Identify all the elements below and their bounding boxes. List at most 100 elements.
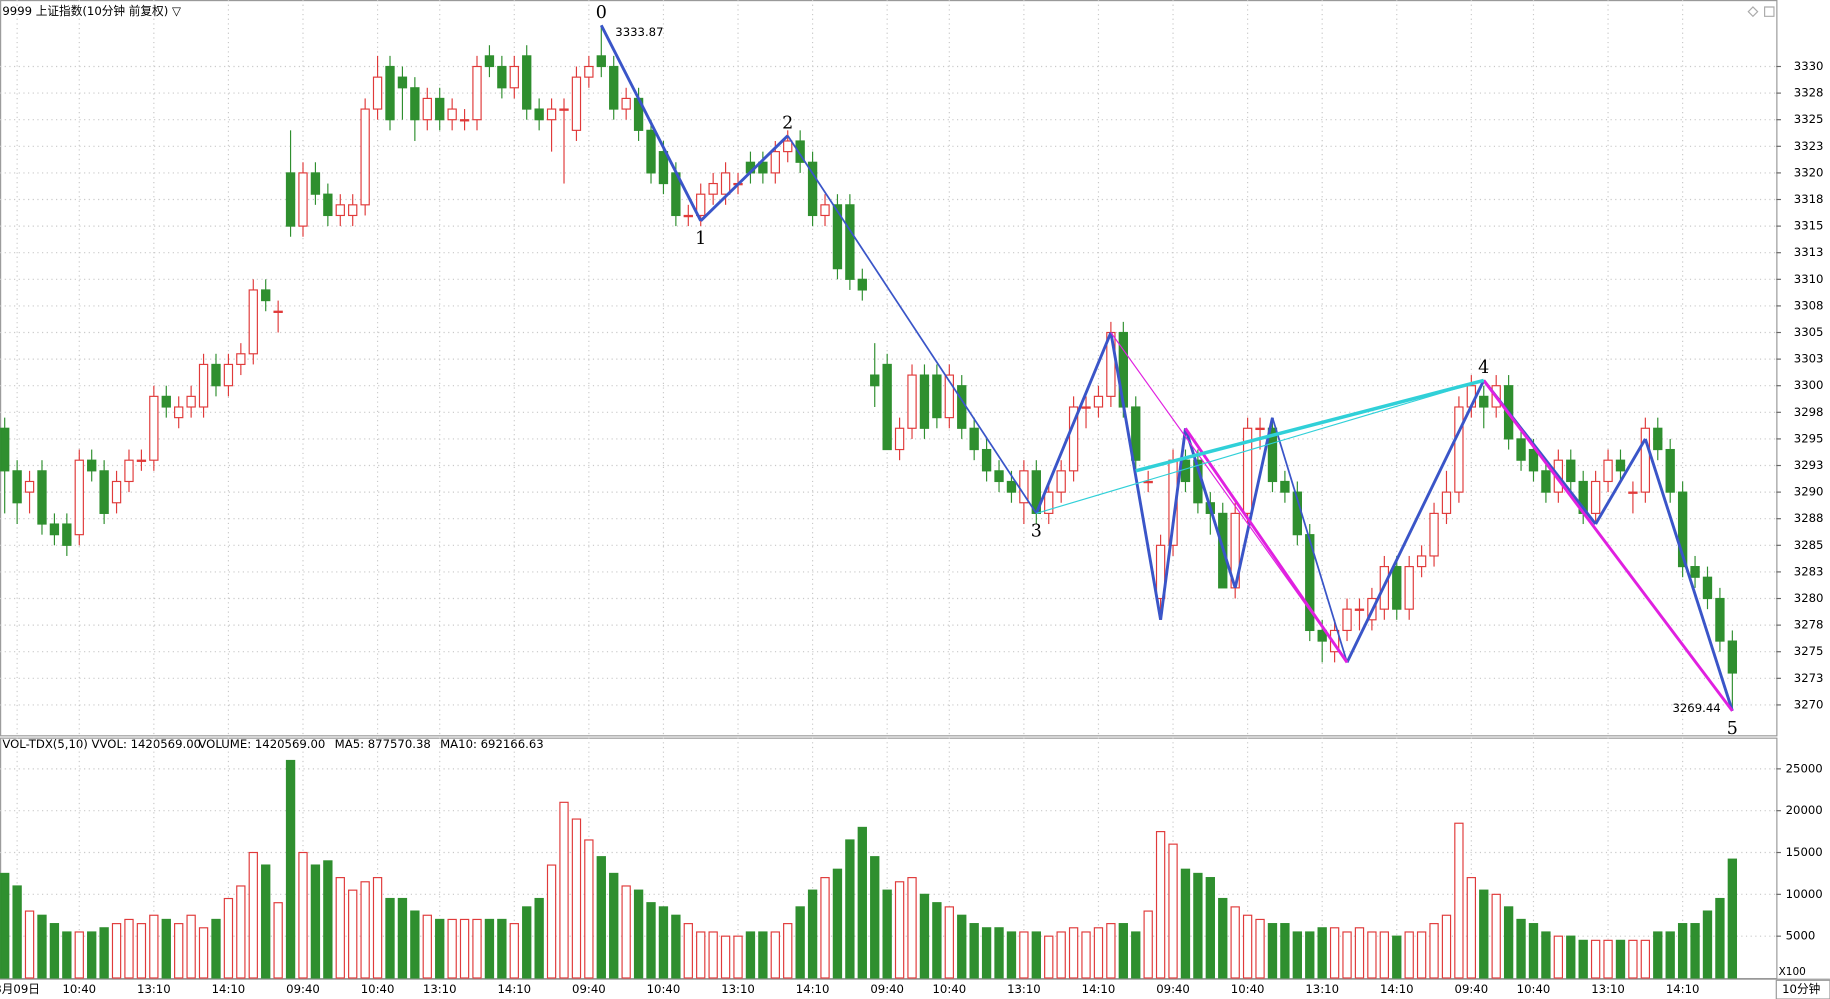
volume-bar bbox=[919, 893, 930, 979]
y-tick-label: 3273 bbox=[1794, 671, 1824, 685]
candle-body bbox=[0, 427, 10, 472]
candle-body bbox=[621, 97, 631, 110]
candle-body bbox=[1690, 566, 1700, 578]
y-tick-label: 5000 bbox=[1786, 929, 1816, 943]
candle-body bbox=[12, 470, 22, 504]
volume-bar bbox=[857, 826, 867, 979]
candle-body bbox=[410, 87, 420, 121]
volume-bar bbox=[783, 923, 793, 979]
volume-bar bbox=[1541, 931, 1551, 979]
y-tick-label: 3278 bbox=[1794, 618, 1824, 632]
volume-bar bbox=[472, 918, 482, 979]
volume-bar bbox=[1379, 931, 1389, 979]
period-label[interactable]: 10分钟 bbox=[1782, 982, 1820, 996]
volume-bar bbox=[0, 872, 10, 979]
volume-bar bbox=[459, 918, 470, 979]
volume-bar bbox=[348, 889, 358, 979]
candle-body bbox=[261, 289, 271, 302]
candle-body bbox=[758, 161, 768, 174]
y-tick-label: 3310 bbox=[1794, 272, 1824, 286]
candle-body bbox=[1677, 491, 1688, 568]
y-tick-label: 3280 bbox=[1794, 591, 1824, 605]
x-tick-label: 14:10 bbox=[1380, 982, 1414, 996]
candle-body bbox=[459, 119, 470, 122]
candle-body bbox=[149, 395, 159, 461]
volume-bar bbox=[1640, 939, 1651, 979]
volume-bar bbox=[1081, 931, 1091, 979]
candle-body bbox=[87, 459, 97, 472]
volume-bar bbox=[1466, 877, 1477, 979]
volume-bar bbox=[174, 923, 184, 979]
volume-bar bbox=[1665, 931, 1675, 979]
volume-bar bbox=[522, 906, 532, 979]
candle-body bbox=[174, 406, 184, 419]
candle-body bbox=[534, 108, 544, 121]
volume-bar bbox=[509, 923, 519, 979]
candle-body bbox=[1653, 427, 1663, 451]
volume-bar bbox=[1205, 877, 1215, 979]
candle-body bbox=[1454, 406, 1464, 493]
candle-body bbox=[1528, 448, 1539, 472]
volume-bar bbox=[621, 885, 631, 979]
low-price-label: 3269.44 bbox=[1672, 701, 1720, 715]
candle-body bbox=[1416, 555, 1427, 568]
y-tick-label: 3330 bbox=[1794, 59, 1824, 73]
wave-label: 5 bbox=[1727, 719, 1738, 739]
volume-bar bbox=[1454, 822, 1464, 979]
candle-body bbox=[1392, 566, 1402, 610]
volume-bar bbox=[1491, 893, 1501, 979]
volume-bar bbox=[969, 923, 979, 979]
x-tick-label: 14:10 bbox=[497, 982, 531, 996]
volume-title: VOL-TDX(5,10) VVOL: 1420569.00 bbox=[2, 737, 201, 751]
x-tick-label: 09:40 bbox=[572, 982, 606, 996]
wave-label: 0 bbox=[596, 3, 607, 23]
candle-body bbox=[1230, 512, 1240, 589]
volume-bar bbox=[236, 885, 246, 979]
candle-body bbox=[559, 108, 569, 111]
window-icons[interactable] bbox=[1747, 6, 1775, 18]
candle-body bbox=[248, 289, 258, 355]
volume-legend: MA10: 692166.63 bbox=[440, 737, 544, 751]
candle-body bbox=[658, 151, 669, 185]
y-tick-label: 3300 bbox=[1794, 378, 1824, 392]
volume-bar bbox=[1578, 939, 1588, 979]
x-tick-label: 14:10 bbox=[1082, 982, 1116, 996]
volume-bar bbox=[870, 856, 880, 979]
candle-body bbox=[397, 76, 408, 89]
y-tick-label: 3275 bbox=[1794, 644, 1824, 658]
volume-bar bbox=[584, 839, 594, 979]
x-tick-label: 14:10 bbox=[1666, 982, 1700, 996]
volume-bar bbox=[37, 914, 47, 979]
y-tick-label: 3285 bbox=[1794, 538, 1824, 552]
volume-bar bbox=[932, 902, 942, 979]
candle-body bbox=[236, 353, 246, 366]
candle-body bbox=[1267, 427, 1278, 483]
candle-body bbox=[1441, 491, 1452, 514]
volume-bar bbox=[807, 889, 818, 979]
y-tick-label: 10000 bbox=[1786, 887, 1823, 901]
volume-bar bbox=[111, 923, 122, 979]
candle-body bbox=[62, 523, 72, 546]
volume-bar bbox=[186, 914, 196, 979]
y-tick-label: 3328 bbox=[1794, 86, 1824, 100]
volume-bar bbox=[1242, 914, 1253, 979]
x-tick-label: 10:40 bbox=[1517, 982, 1551, 996]
candle-body bbox=[870, 374, 880, 387]
volume-bar bbox=[1677, 923, 1688, 979]
candle-body bbox=[198, 363, 209, 408]
candle-body bbox=[1180, 459, 1191, 483]
candle-body bbox=[919, 374, 930, 429]
candle-body bbox=[596, 55, 606, 68]
volume-bar bbox=[1031, 931, 1041, 979]
y-tick-label: 3288 bbox=[1794, 511, 1824, 525]
candle-body bbox=[1155, 544, 1166, 600]
candle-body bbox=[273, 310, 283, 313]
candle-body bbox=[24, 480, 35, 493]
volume-bar bbox=[1441, 914, 1452, 979]
volume-bar bbox=[596, 856, 606, 979]
candle-body bbox=[807, 161, 818, 217]
candle-body bbox=[285, 172, 296, 227]
volume-bar bbox=[894, 881, 905, 979]
volume-bar bbox=[733, 935, 743, 979]
y-tick-label: 25000 bbox=[1786, 761, 1823, 775]
